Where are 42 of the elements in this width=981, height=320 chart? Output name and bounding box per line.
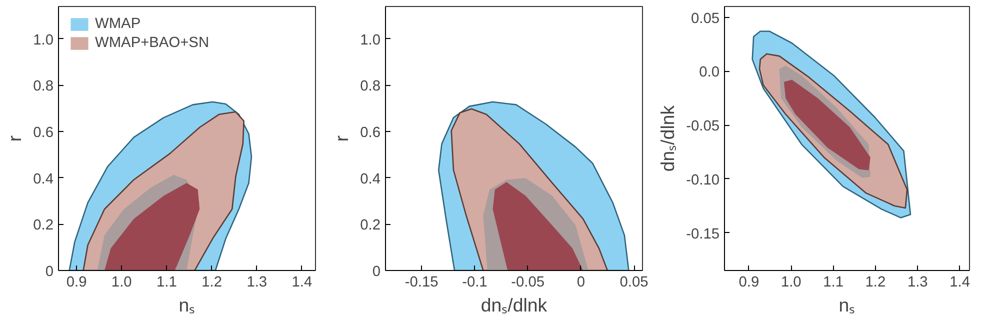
- x-axis-title: nₛ: [178, 294, 196, 316]
- legend-label: WMAP: [95, 16, 141, 32]
- y-tick-label: -0.10: [686, 172, 720, 188]
- y-tick-label: 0.05: [690, 10, 720, 27]
- x-axis-title: nₛ: [838, 294, 856, 316]
- x-tick-label: 1.4: [292, 274, 312, 290]
- x-tick-label: 1.0: [780, 274, 802, 290]
- x-tick-label: 1.1: [156, 274, 177, 290]
- y-tick-label: 1.0: [360, 32, 380, 48]
- x-tick-label: 1.1: [823, 274, 844, 290]
- y-tick-label: 0.6: [360, 125, 380, 142]
- legend-label: WMAP+BAO+SN: [95, 35, 210, 51]
- y-tick-label: 0.0: [699, 64, 720, 81]
- x-tick-label: -0.1: [462, 274, 488, 290]
- y-tick-label: 0: [45, 264, 54, 280]
- y-tick-label: 1.0: [33, 32, 54, 48]
- y-tick-label: 0.2: [360, 218, 380, 234]
- y-tick-label: -0.05: [686, 118, 720, 135]
- x-tick-label: -0.05: [511, 274, 545, 290]
- y-tick-label: 0: [372, 264, 381, 280]
- y-tick-label: 0.8: [360, 78, 380, 95]
- x-tick-label: -0.15: [404, 274, 438, 290]
- x-tick-label: 1.0: [111, 274, 132, 290]
- y-tick-label: 0.2: [33, 218, 54, 234]
- x-axis-title: dnₛ/dlnk: [480, 294, 548, 316]
- x-tick-label: 1.3: [246, 274, 268, 290]
- x-tick-label: 0.05: [620, 274, 648, 290]
- x-tick-label: 0.9: [66, 274, 87, 290]
- x-tick-label: 1.2: [865, 274, 886, 290]
- y-tick-label: 0.8: [33, 78, 54, 95]
- y-tick-label: -0.15: [686, 226, 720, 242]
- x-tick-label: 1.2: [202, 274, 222, 290]
- y-axis-title: r: [331, 135, 352, 142]
- y-axis-title: dnₛ/dlnk: [657, 104, 678, 172]
- y-tick-label: 0.4: [33, 171, 54, 188]
- x-tick-label: 0: [576, 274, 585, 290]
- y-axis-title: r: [4, 135, 26, 142]
- x-tick-label: 1.4: [950, 274, 970, 290]
- x-tick-label: 0.9: [738, 274, 760, 290]
- y-tick-label: 0.4: [360, 171, 380, 188]
- y-tick-label: 0.6: [33, 125, 54, 142]
- x-tick-label: 1.3: [907, 274, 928, 290]
